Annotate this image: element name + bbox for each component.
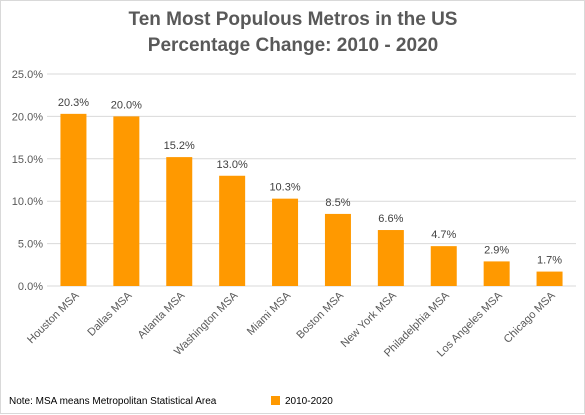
category-label: Miami MSA — [245, 289, 294, 338]
chart-title-line-2: Percentage Change: 2010 - 2020 — [148, 35, 438, 56]
y-tick-label: 0.0% — [18, 281, 43, 293]
data-label: 20.0% — [111, 99, 142, 111]
category-label: Chicago MSA — [502, 289, 559, 346]
legend-label: 2010-2020 — [285, 396, 333, 407]
bar — [166, 157, 193, 286]
category-label: Dallas MSA — [85, 289, 135, 339]
data-label: 20.3% — [58, 97, 89, 109]
bar — [272, 198, 299, 286]
data-label: 6.6% — [378, 213, 403, 225]
y-tick-label: 25.0% — [12, 69, 43, 81]
category-label: Houston MSA — [25, 289, 82, 346]
chart-note: Note: MSA means Metropolitan Statistical… — [9, 396, 217, 407]
y-tick-label: 5.0% — [18, 239, 43, 251]
data-label: 8.5% — [325, 197, 350, 209]
data-label: 1.7% — [537, 255, 562, 267]
bar — [219, 175, 246, 286]
bar — [536, 271, 563, 286]
bar — [113, 116, 140, 287]
bar — [483, 261, 510, 286]
bar — [430, 246, 457, 286]
data-label: 15.2% — [164, 140, 195, 152]
bar — [60, 113, 87, 286]
data-label: 10.3% — [269, 182, 300, 194]
data-label: 2.9% — [484, 244, 509, 256]
category-label: Boston MSA — [294, 289, 346, 341]
y-tick-label: 15.0% — [12, 154, 43, 166]
bar — [377, 230, 404, 286]
category-label: New York MSA — [339, 289, 400, 350]
legend-swatch — [271, 396, 280, 405]
data-label: 4.7% — [431, 229, 456, 241]
category-label: Atlanta MSA — [136, 289, 188, 341]
data-label: 13.0% — [217, 159, 248, 171]
y-tick-label: 10.0% — [12, 196, 43, 208]
y-tick-label: 20.0% — [12, 111, 43, 123]
bar — [324, 213, 351, 286]
chart-title-line-1: Ten Most Populous Metros in the US — [129, 9, 458, 30]
